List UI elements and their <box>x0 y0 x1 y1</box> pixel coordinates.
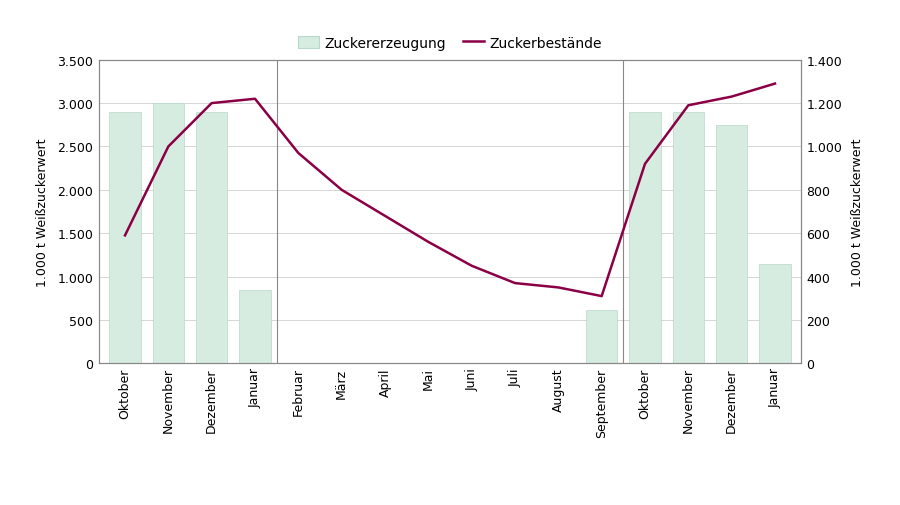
Y-axis label: 1.000 t Weißzuckerwert: 1.000 t Weißzuckerwert <box>36 138 50 286</box>
Bar <box>196 113 228 364</box>
Bar <box>153 104 184 364</box>
Bar <box>586 310 617 364</box>
Bar <box>629 113 661 364</box>
Bar <box>760 264 790 364</box>
Bar <box>672 113 704 364</box>
Legend: Zuckererzeugung, Zuckerbestände: Zuckererzeugung, Zuckerbestände <box>292 31 608 56</box>
Bar <box>716 126 747 364</box>
Bar <box>110 113 140 364</box>
Bar <box>239 290 271 364</box>
Y-axis label: 1.000 t Weißzuckerwert: 1.000 t Weißzuckerwert <box>850 138 864 286</box>
